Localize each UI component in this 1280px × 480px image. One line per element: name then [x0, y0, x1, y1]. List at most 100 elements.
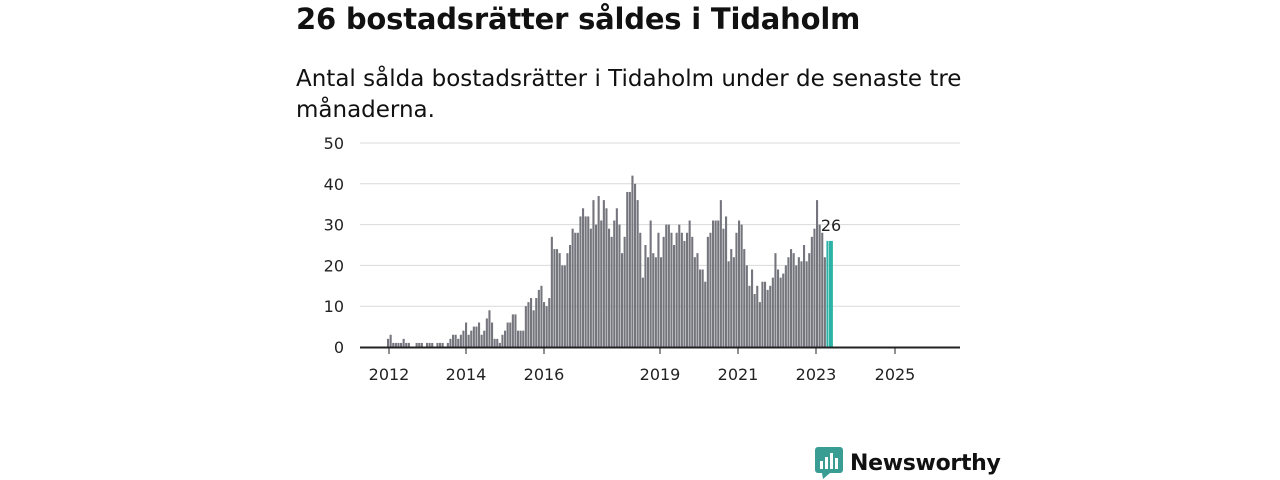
bar: [784, 265, 787, 347]
bar: [522, 330, 525, 347]
bar: [519, 330, 522, 347]
bar: [472, 326, 475, 347]
bar: [706, 236, 709, 347]
bar: [712, 220, 715, 347]
bar: [524, 306, 527, 347]
latest-marker-line: [830, 240, 833, 347]
bar: [608, 228, 611, 347]
bar: [800, 261, 803, 347]
bar: [501, 334, 504, 347]
bar: [644, 245, 647, 347]
bar: [517, 330, 520, 347]
bar: [465, 322, 468, 347]
bar: [787, 257, 790, 347]
bar: [748, 285, 751, 347]
x-tick-label: 2021: [718, 365, 759, 384]
bar: [735, 232, 738, 347]
bar: [719, 200, 722, 347]
bar: [563, 265, 566, 347]
bar: [769, 285, 772, 347]
bar: [509, 322, 512, 347]
bar: [530, 298, 533, 347]
bar: [795, 265, 798, 347]
chart-subtitle: Antal sålda bostadsrätter i Tidaholm und…: [296, 66, 962, 123]
bar: [675, 232, 678, 347]
bar: [506, 322, 509, 347]
x-tick-label: 2014: [446, 365, 487, 384]
bar: [738, 220, 741, 347]
bar: [387, 338, 390, 347]
bar: [753, 293, 756, 347]
bar: [636, 200, 639, 347]
bar: [579, 216, 582, 347]
bar: [467, 334, 470, 347]
bar: [665, 224, 668, 347]
bar: [394, 342, 397, 347]
x-tick-label: 2023: [796, 365, 837, 384]
bar: [623, 236, 626, 347]
bar: [470, 330, 473, 347]
bar: [405, 342, 408, 347]
bar: [618, 224, 621, 347]
bar: [426, 342, 429, 347]
bar: [462, 330, 465, 347]
newsworthy-logo[interactable]: Newsworthy: [814, 446, 1001, 480]
bar: [688, 220, 691, 347]
bar: [478, 322, 481, 347]
y-tick-label: 50: [324, 134, 344, 153]
bar: [532, 310, 535, 347]
bar: [649, 220, 652, 347]
bar: [704, 281, 707, 347]
bar: [602, 200, 605, 347]
bar: [420, 342, 423, 347]
bar: [730, 249, 733, 347]
bar: [657, 232, 660, 347]
y-tick-label: 0: [334, 338, 344, 357]
bar: [511, 314, 514, 347]
bar: [504, 330, 507, 347]
bar: [727, 261, 730, 347]
bar: [540, 285, 543, 347]
bar: [764, 281, 767, 347]
bar: [584, 216, 587, 347]
bar: [654, 257, 657, 347]
y-tick-label: 20: [324, 256, 344, 275]
bar: [660, 257, 663, 347]
gridlines: [360, 142, 960, 307]
bar: [696, 253, 699, 347]
bar: [605, 208, 608, 347]
bar: [485, 318, 488, 347]
bar: [678, 224, 681, 347]
bar: [732, 257, 735, 347]
bar: [475, 326, 478, 347]
bar: [686, 232, 689, 347]
bar: [553, 249, 556, 347]
bar: [597, 196, 600, 347]
bar: [779, 277, 782, 347]
bar: [589, 228, 592, 347]
chart-title: 26 bostadsrätter såldes i Tidaholm: [296, 2, 861, 36]
bar: [810, 236, 813, 347]
bar: [610, 236, 613, 347]
bar: [498, 342, 501, 347]
bar: [774, 253, 777, 347]
bar: [641, 277, 644, 347]
bar: [535, 298, 538, 347]
x-tick-label: 2012: [369, 365, 410, 384]
bar: [452, 334, 455, 347]
bar: [556, 249, 559, 347]
bar: [402, 338, 405, 347]
bar: [777, 269, 780, 347]
bar: [634, 183, 637, 347]
bar: [397, 342, 400, 347]
bar: [436, 342, 439, 347]
bar: [743, 249, 746, 347]
bar: [790, 249, 793, 347]
bar: [592, 200, 595, 347]
bar: [626, 191, 629, 347]
bar: [483, 330, 486, 347]
x-tick-label: 2019: [640, 365, 681, 384]
bar: [670, 232, 673, 347]
bar: [595, 224, 598, 347]
bar: [818, 224, 821, 347]
